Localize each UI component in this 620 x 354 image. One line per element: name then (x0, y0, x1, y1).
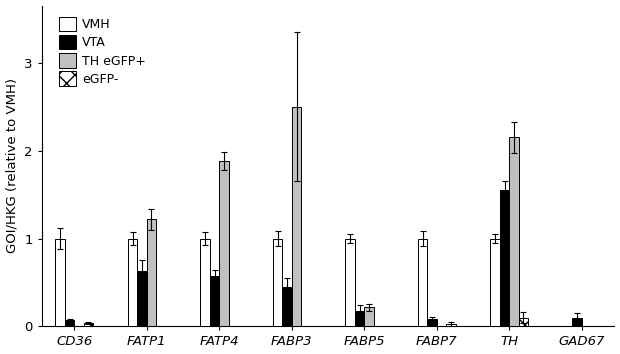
Y-axis label: GOI/HKG (relative to VMH): GOI/HKG (relative to VMH) (6, 79, 19, 253)
Legend: VMH, VTA, TH eGFP+, eGFP-: VMH, VTA, TH eGFP+, eGFP- (53, 12, 151, 91)
Bar (345, 239, 355, 326)
Bar (572, 318, 582, 326)
Bar (128, 239, 138, 326)
Bar (509, 137, 519, 326)
Bar (292, 107, 301, 326)
Bar (200, 239, 210, 326)
Bar (210, 276, 219, 326)
Bar (84, 323, 93, 326)
Bar (500, 190, 509, 326)
Bar (147, 219, 156, 326)
Bar (138, 271, 147, 326)
Bar (365, 307, 374, 326)
Bar (273, 239, 282, 326)
Bar (65, 320, 74, 326)
Bar (427, 319, 437, 326)
Bar (282, 287, 292, 326)
Bar (219, 161, 229, 326)
Bar (519, 318, 528, 326)
Bar (490, 239, 500, 326)
Bar (418, 239, 427, 326)
Bar (355, 310, 365, 326)
Bar (446, 324, 456, 326)
Bar (55, 239, 65, 326)
